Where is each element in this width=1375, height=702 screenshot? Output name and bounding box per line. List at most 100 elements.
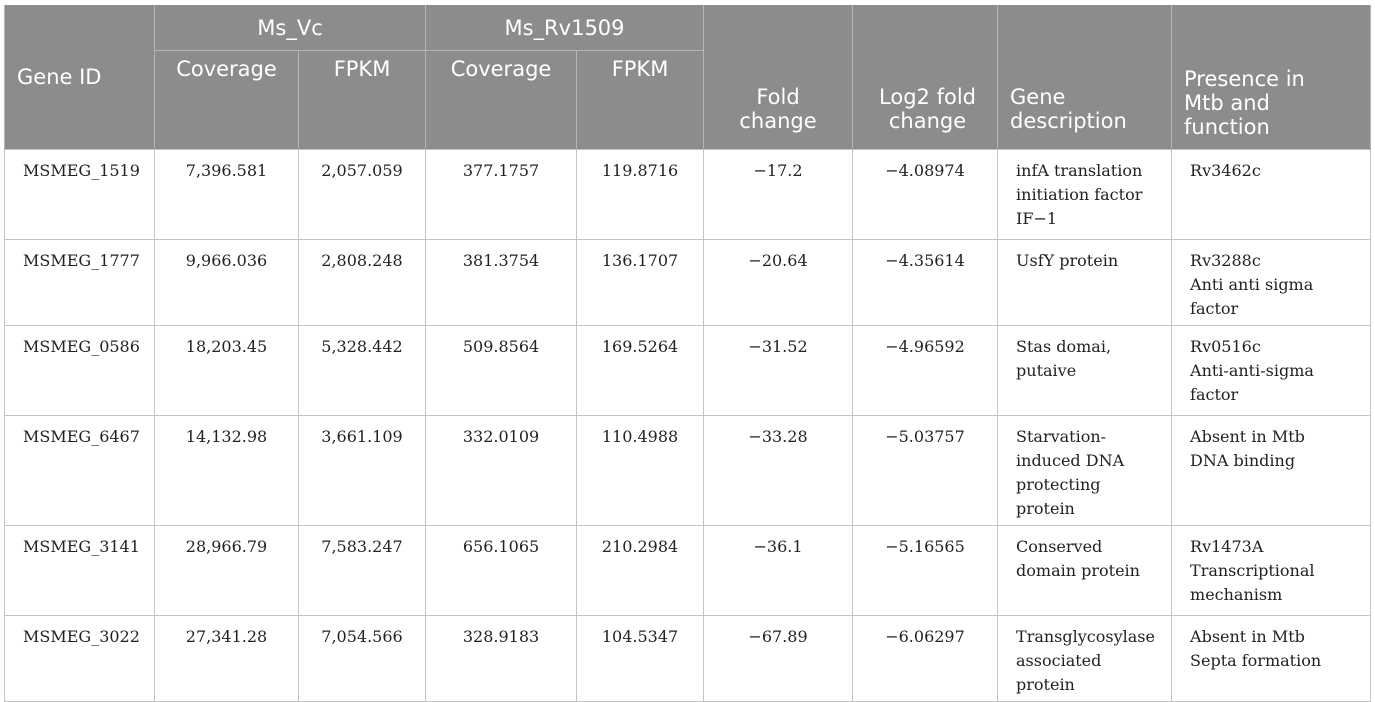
table-body: MSMEG_1519 7,396.581 2,057.059 377.1757 119.… <box>4 149 1372 702</box>
cell-log2-fold-change: −6.06297 <box>852 615 999 702</box>
cell-presence: Rv0516c Anti-anti-sigma factor <box>1171 325 1372 416</box>
cell-log2-fold-change: −4.35614 <box>852 239 999 326</box>
table-header: Gene ID Ms_Vc Ms_Rv1509 Fold change Log2… <box>4 5 1372 150</box>
cell-rv-coverage: 332.0109 <box>425 415 578 526</box>
description-line: induced DNA <box>1016 451 1125 470</box>
cell-gene-id: MSMEG_6467 <box>4 415 155 526</box>
presence-line: Anti-anti-sigma <box>1190 361 1314 380</box>
cell-gene-id: MSMEG_1777 <box>4 239 155 326</box>
cell-rv-coverage: 377.1757 <box>425 149 578 240</box>
cell-fold-change: −31.52 <box>703 325 854 416</box>
table-row: MSMEG_1777 9,966.036 2,808.248 381.3754 136.… <box>4 239 1372 326</box>
cell-rv-coverage: 656.1065 <box>425 525 578 616</box>
description-line: associated protein <box>1016 651 1102 694</box>
cell-presence: Rv1473A Transcriptional mechanism <box>1171 525 1372 616</box>
presence-line: Rv0516c <box>1190 337 1261 356</box>
header-group-ms-vc: Ms_Vc <box>153 5 427 51</box>
cell-vc-fpkm: 3,661.109 <box>297 415 427 526</box>
cell-presence: Absent in Mtb DNA binding <box>1171 415 1372 526</box>
description-line: Conserved <box>1016 537 1103 556</box>
description-line: initiation factor <box>1016 185 1143 204</box>
table-row: MSMEG_6467 14,132.98 3,661.109 332.0109 110.… <box>4 415 1372 526</box>
cell-gene-description: UsfY protein <box>997 239 1173 326</box>
header-presence: Presence in Mtb and function <box>1171 5 1372 150</box>
header-rv-coverage: Coverage <box>425 50 578 150</box>
header-vc-coverage: Coverage <box>154 50 299 150</box>
presence-line: Rv3288c <box>1190 251 1261 270</box>
presence-line: factor <box>1190 385 1239 404</box>
cell-fold-change: −20.64 <box>703 239 854 326</box>
gene-expression-table: Gene ID Ms_Vc Ms_Rv1509 Fold change Log2… <box>4 5 1372 702</box>
presence-line: Absent in Mtb <box>1190 627 1305 646</box>
description-line: Transglycosylase <box>1016 627 1155 646</box>
cell-presence: Absent in Mtb Septa formation <box>1171 615 1372 702</box>
table-row: MSMEG_3022 27,341.28 7,054.566 328.9183 104.… <box>4 615 1372 702</box>
cell-fold-change: −33.28 <box>703 415 854 526</box>
table-row: MSMEG_0586 18,203.45 5,328.442 509.8564 169.… <box>4 325 1372 416</box>
header-gene-id: Gene ID <box>4 5 155 150</box>
cell-vc-fpkm: 2,057.059 <box>297 149 427 240</box>
cell-fold-change: −67.89 <box>703 615 854 702</box>
presence-line: Transcriptional <box>1190 561 1315 580</box>
header-gene-description: Gene description <box>997 5 1173 150</box>
table-row: MSMEG_3141 28,966.79 7,583.247 656.1065 210.… <box>4 525 1372 616</box>
cell-log2-fold-change: −5.03757 <box>852 415 999 526</box>
presence-line: Absent in Mtb <box>1190 427 1305 446</box>
presence-line: Septa formation <box>1190 651 1322 670</box>
description-line: infA translation <box>1016 161 1143 180</box>
cell-vc-coverage: 14,132.98 <box>154 415 299 526</box>
cell-rv-fpkm: 136.1707 <box>576 239 705 326</box>
cell-gene-id: MSMEG_1519 <box>4 149 155 240</box>
cell-rv-fpkm: 110.4988 <box>576 415 705 526</box>
cell-vc-fpkm: 5,328.442 <box>297 325 427 416</box>
cell-gene-id: MSMEG_0586 <box>4 325 155 416</box>
cell-vc-coverage: 28,966.79 <box>154 525 299 616</box>
presence-line: mechanism <box>1190 585 1283 604</box>
cell-vc-coverage: 18,203.45 <box>154 325 299 416</box>
description-line: protecting protein <box>1016 475 1101 518</box>
cell-gene-description: Starvation-induced DNA protecting protein <box>997 415 1173 526</box>
description-line: Starvation- <box>1016 427 1107 446</box>
cell-rv-fpkm: 169.5264 <box>576 325 705 416</box>
description-line: IF−1 <box>1016 209 1058 228</box>
cell-vc-fpkm: 7,583.247 <box>297 525 427 616</box>
cell-rv-coverage: 328.9183 <box>425 615 578 702</box>
cell-gene-description: infA translation initiation factor IF−1 <box>997 149 1173 240</box>
cell-presence: Rv3288c Anti anti sigma factor <box>1171 239 1372 326</box>
header-vc-fpkm: FPKM <box>297 50 427 150</box>
cell-gene-description: Conserved domain protein <box>997 525 1173 616</box>
cell-gene-description: Stas domai, putaive <box>997 325 1173 416</box>
cell-vc-coverage: 9,966.036 <box>154 239 299 326</box>
header-rv-fpkm: FPKM <box>576 50 705 150</box>
cell-vc-fpkm: 7,054.566 <box>297 615 427 702</box>
cell-gene-id: MSMEG_3141 <box>4 525 155 616</box>
presence-line: Rv3462c <box>1190 161 1261 180</box>
presence-line: DNA binding <box>1190 451 1296 470</box>
description-line: Stas domai, <box>1016 337 1112 356</box>
cell-fold-change: −36.1 <box>703 525 854 616</box>
cell-presence: Rv3462c <box>1171 149 1372 240</box>
description-line: putaive <box>1016 361 1077 380</box>
cell-log2-fold-change: −4.96592 <box>852 325 999 416</box>
cell-fold-change: −17.2 <box>703 149 854 240</box>
description-line: domain protein <box>1016 561 1140 580</box>
cell-vc-coverage: 27,341.28 <box>154 615 299 702</box>
presence-line: Anti anti sigma factor <box>1190 275 1314 318</box>
cell-gene-description: Transglycosylase associated protein <box>997 615 1173 702</box>
cell-vc-fpkm: 2,808.248 <box>297 239 427 326</box>
cell-rv-fpkm: 119.8716 <box>576 149 705 240</box>
cell-rv-coverage: 381.3754 <box>425 239 578 326</box>
cell-rv-fpkm: 104.5347 <box>576 615 705 702</box>
cell-rv-fpkm: 210.2984 <box>576 525 705 616</box>
description-line: UsfY protein <box>1016 251 1119 270</box>
cell-gene-id: MSMEG_3022 <box>4 615 155 702</box>
header-group-ms-rv1509: Ms_Rv1509 <box>425 5 705 51</box>
cell-rv-coverage: 509.8564 <box>425 325 578 416</box>
cell-log2-fold-change: −4.08974 <box>852 149 999 240</box>
header-fold-change: Fold change <box>703 5 854 150</box>
cell-log2-fold-change: −5.16565 <box>852 525 999 616</box>
table-row: MSMEG_1519 7,396.581 2,057.059 377.1757 119.… <box>4 149 1372 240</box>
presence-line: Rv1473A <box>1190 537 1264 556</box>
header-log2-fold-change: Log2 fold change <box>852 5 999 150</box>
cell-vc-coverage: 7,396.581 <box>154 149 299 240</box>
